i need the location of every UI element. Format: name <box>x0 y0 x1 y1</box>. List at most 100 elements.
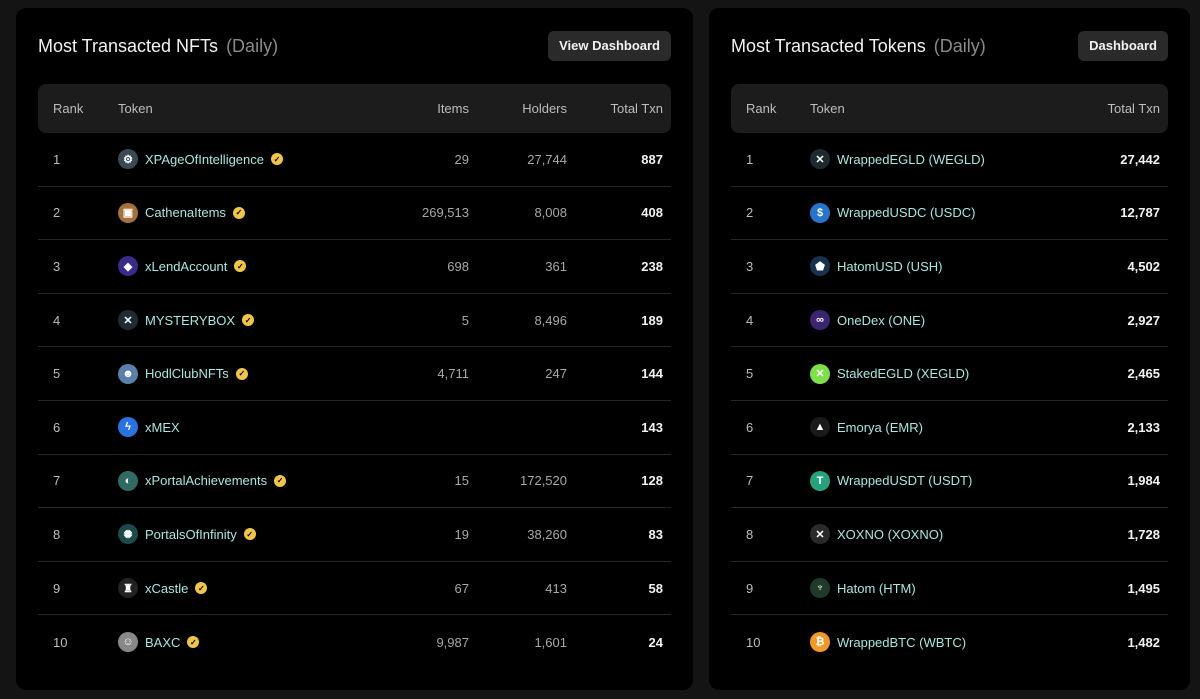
token-cell[interactable]: ✕ WrappedEGLD (WEGLD) <box>810 133 985 186</box>
token-name-link[interactable]: XOXNO (XOXNO) <box>837 526 944 542</box>
token-name-link[interactable]: XPAgeOfIntelligence <box>145 151 264 167</box>
token-cell[interactable]: ☺ BAXC ✓ <box>118 615 200 669</box>
table-row[interactable]: 5 ☻ HodlClubNFTs ✓ 4,711 247 144 <box>38 347 671 401</box>
token-name-link[interactable]: HatomUSD (USH) <box>837 258 943 274</box>
token-name-link[interactable]: WrappedUSDT (USDT) <box>837 473 973 489</box>
holders-cell: 8,008 <box>534 205 567 221</box>
table-row[interactable]: 1 ✕ WrappedEGLD (WEGLD) 27,442 <box>731 133 1168 187</box>
total-txn-cell: 2,927 <box>1127 312 1160 328</box>
token-name-link[interactable]: OneDex (ONE) <box>837 312 926 328</box>
table-row[interactable]: 4 ∞ OneDex (ONE) 2,927 <box>731 294 1168 348</box>
nfts-panel: Most Transacted NFTs (Daily) View Dashboa… <box>16 8 693 690</box>
token-cell[interactable]: ◐ xPortalAchievements ✓ <box>118 455 287 508</box>
token-cell[interactable]: ✕ MYSTERYBOX ✓ <box>118 294 255 347</box>
total-txn-cell: 238 <box>641 258 663 274</box>
rank-cell: 7 <box>53 473 61 489</box>
table-row[interactable]: 5 ✕ StakedEGLD (XEGLD) 2,465 <box>731 347 1168 401</box>
tokens-panel-header: Most Transacted Tokens (Daily) Dashboard <box>731 30 1168 62</box>
multiversx-icon: ✕ <box>118 310 138 331</box>
token-cell[interactable]: ✕ StakedEGLD (XEGLD) <box>810 347 969 400</box>
token-cell[interactable]: ₿ WrappedBTC (WBTC) <box>810 615 966 669</box>
token-cell[interactable]: ∞ OneDex (ONE) <box>810 294 925 347</box>
xoxno-icon: ✕ <box>810 524 830 545</box>
total-txn-cell: 1,984 <box>1127 473 1160 489</box>
verified-badge-icon: ✓ <box>187 636 200 649</box>
nfts-header-items[interactable]: Items <box>437 101 469 116</box>
token-cell[interactable]: ♆ Hatom (HTM) <box>810 562 916 615</box>
nfts-table-body: 1 ⚙ XPAgeOfIntelligence ✓ 29 27,744 887 2 ▣ Cathe… <box>38 133 671 669</box>
token-cell[interactable]: ⚙ XPAgeOfIntelligence ✓ <box>118 133 283 186</box>
rank-cell: 9 <box>746 580 754 596</box>
view-dashboard-button[interactable]: View Dashboard <box>548 31 671 61</box>
hatom-icon: ♆ <box>810 578 830 599</box>
table-row[interactable]: 9 ♆ Hatom (HTM) 1,495 <box>731 562 1168 616</box>
token-name-link[interactable]: HodlClubNFTs <box>145 366 229 382</box>
table-row[interactable]: 10 ☺ BAXC ✓ 9,987 1,601 24 <box>38 615 671 669</box>
nfts-header-holders[interactable]: Holders <box>522 101 567 116</box>
tokens-header-token[interactable]: Token <box>810 101 845 116</box>
table-row[interactable]: 6 ▲ Emorya (EMR) 2,133 <box>731 401 1168 455</box>
token-name-link[interactable]: WrappedBTC (WBTC) <box>837 634 967 650</box>
table-row[interactable]: 10 ₿ WrappedBTC (WBTC) 1,482 <box>731 615 1168 669</box>
token-cell[interactable]: ϟ xMEX <box>118 401 180 454</box>
items-cell: 67 <box>454 580 469 596</box>
token-name-link[interactable]: xMEX <box>145 419 180 435</box>
table-row[interactable]: 8 ✺ PortalsOfInfinity ✓ 19 38,260 83 <box>38 508 671 562</box>
token-name-link[interactable]: xCastle <box>145 580 189 596</box>
token-name-link[interactable]: PortalsOfInfinity <box>145 526 237 542</box>
table-row[interactable]: 6 ϟ xMEX 143 <box>38 401 671 455</box>
rank-cell: 9 <box>53 580 61 596</box>
token-name-link[interactable]: BAXC <box>145 634 181 650</box>
table-row[interactable]: 7 ◐ xPortalAchievements ✓ 15 172,520 128 <box>38 455 671 509</box>
table-row[interactable]: 1 ⚙ XPAgeOfIntelligence ✓ 29 27,744 887 <box>38 133 671 187</box>
verified-badge-icon: ✓ <box>242 314 255 327</box>
table-row[interactable]: 8 ✕ XOXNO (XOXNO) 1,728 <box>731 508 1168 562</box>
table-row[interactable]: 4 ✕ MYSTERYBOX ✓ 5 8,496 189 <box>38 294 671 348</box>
token-name-link[interactable]: WrappedUSDC (USDC) <box>837 205 976 221</box>
table-row[interactable]: 3 ◆ xLendAccount ✓ 698 361 238 <box>38 240 671 294</box>
holders-cell: 172,520 <box>520 473 567 489</box>
robot-icon: ⚙ <box>118 149 138 170</box>
token-name-link[interactable]: WrappedEGLD (WEGLD) <box>837 151 985 167</box>
rank-cell: 1 <box>746 151 754 167</box>
token-name-link[interactable]: CathenaItems <box>145 205 226 221</box>
nfts-header-rank[interactable]: Rank <box>53 101 84 116</box>
total-txn-cell: 189 <box>641 312 663 328</box>
token-cell[interactable]: $ WrappedUSDC (USDC) <box>810 187 975 240</box>
token-name-link[interactable]: xLendAccount <box>145 258 228 274</box>
nfts-header-total[interactable]: Total Txn <box>610 101 663 116</box>
holders-cell: 413 <box>545 580 567 596</box>
token-name-link[interactable]: Emorya (EMR) <box>837 419 923 435</box>
token-cell[interactable]: ✕ XOXNO (XOXNO) <box>810 508 943 561</box>
total-txn-cell: 4,502 <box>1127 258 1160 274</box>
token-cell[interactable]: ▣ CathenaItems ✓ <box>118 187 245 240</box>
tokens-header-rank[interactable]: Rank <box>746 101 777 116</box>
tokens-header-total[interactable]: Total Txn <box>1107 101 1160 116</box>
total-txn-cell: 58 <box>648 580 663 596</box>
ape-icon: ☺ <box>118 632 138 653</box>
total-txn-cell: 2,465 <box>1127 366 1160 382</box>
rank-cell: 6 <box>746 419 754 435</box>
table-row[interactable]: 7 T WrappedUSDT (USDT) 1,984 <box>731 455 1168 509</box>
token-cell[interactable]: ⬟ HatomUSD (USH) <box>810 240 942 293</box>
verified-badge-icon: ✓ <box>195 582 208 595</box>
token-name-link[interactable]: StakedEGLD (XEGLD) <box>837 366 970 382</box>
token-cell[interactable]: ♜ xCastle ✓ <box>118 562 208 615</box>
token-cell[interactable]: ✺ PortalsOfInfinity ✓ <box>118 508 256 561</box>
token-cell[interactable]: T WrappedUSDT (USDT) <box>810 455 972 508</box>
token-name-link[interactable]: Hatom (HTM) <box>837 580 916 596</box>
token-name-link[interactable]: xPortalAchievements <box>145 473 268 489</box>
token-name-link[interactable]: MYSTERYBOX <box>145 312 236 328</box>
table-row[interactable]: 3 ⬟ HatomUSD (USH) 4,502 <box>731 240 1168 294</box>
token-cell[interactable]: ☻ HodlClubNFTs ✓ <box>118 347 248 400</box>
total-txn-cell: 27,442 <box>1120 151 1160 167</box>
tokens-panel: Most Transacted Tokens (Daily) Dashboard … <box>709 8 1190 690</box>
token-cell[interactable]: ◆ xLendAccount ✓ <box>118 240 247 293</box>
usdc-icon: $ <box>810 202 830 223</box>
token-cell[interactable]: ▲ Emorya (EMR) <box>810 401 923 454</box>
dashboard-button[interactable]: Dashboard <box>1078 31 1168 61</box>
nfts-header-token[interactable]: Token <box>118 101 153 116</box>
table-row[interactable]: 9 ♜ xCastle ✓ 67 413 58 <box>38 562 671 616</box>
table-row[interactable]: 2 ▣ CathenaItems ✓ 269,513 8,008 408 <box>38 187 671 241</box>
table-row[interactable]: 2 $ WrappedUSDC (USDC) 12,787 <box>731 187 1168 241</box>
